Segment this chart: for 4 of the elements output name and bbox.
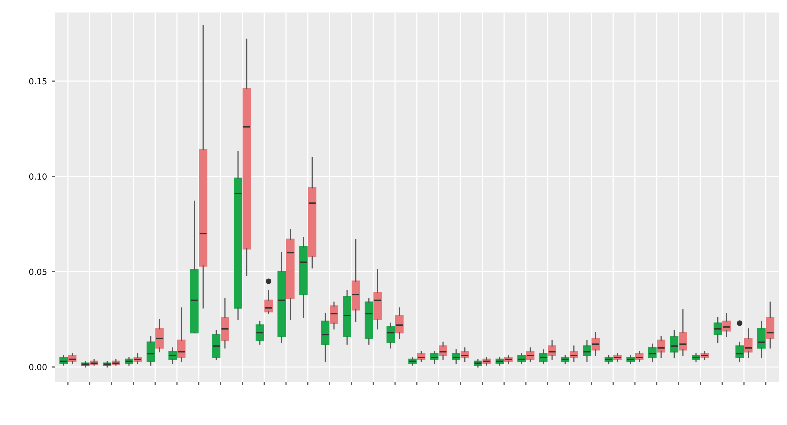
- y-tick-label: 0.10: [29, 174, 47, 180]
- y-tick-label: 0.15: [29, 78, 47, 85]
- y-tick-label: 0.05: [29, 268, 47, 276]
- y-tick-label: 0.00: [29, 364, 47, 371]
